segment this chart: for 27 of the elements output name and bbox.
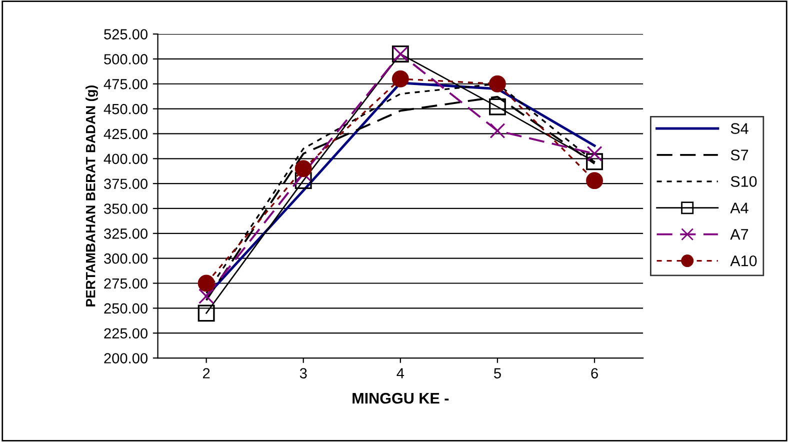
y-axis-title: PERTAMBAHAN BERAT BADAN (g) (86, 86, 98, 306)
y-tick-label: 275.00 (104, 278, 148, 289)
y-tick-label: 450.00 (104, 104, 148, 114)
x-tick-label: 3 (300, 368, 307, 378)
y-tick-label: 325.00 (104, 228, 148, 239)
y-tick-label: 200.00 (104, 353, 148, 364)
y-tick-label: 225.00 (104, 328, 148, 339)
y-tick-label: 350.00 (104, 204, 148, 214)
legend-label: A7 (730, 229, 748, 240)
y-tick-label: 425.00 (104, 128, 148, 140)
x-tick-label: 4 (396, 368, 404, 378)
x-tick-label: 5 (494, 368, 501, 378)
x-tick-label: 6 (591, 368, 598, 378)
legend-label: S10 (730, 176, 757, 187)
y-tick-label: 525.00 (104, 29, 148, 40)
y-tick-label: 300.00 (104, 253, 148, 264)
x-tick-label: 2 (203, 368, 210, 378)
y-tick-label: 250.00 (104, 303, 148, 314)
y-tick-label: 500.00 (104, 54, 148, 64)
y-tick-label: 475.00 (104, 78, 148, 90)
x-axis-title: MINGGU KE - (352, 392, 449, 404)
legend-label: A4 (730, 202, 748, 214)
legend-label: A10 (730, 255, 757, 266)
y-tick-label: 400.00 (104, 154, 148, 164)
legend-label: S4 (730, 123, 748, 134)
legend-label: S7 (730, 150, 748, 160)
y-tick-label: 375.00 (104, 178, 148, 189)
